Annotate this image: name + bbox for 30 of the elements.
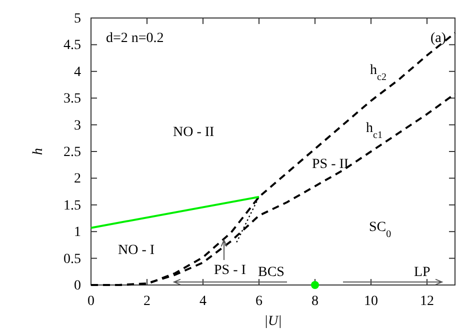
x-tick-label: 12 xyxy=(420,294,434,309)
x-tick-label: 0 xyxy=(88,294,94,309)
y-tick-label: 4.5 xyxy=(64,38,81,54)
y-tick-label: 3 xyxy=(74,118,81,134)
y-tick-label: 2.5 xyxy=(64,144,81,160)
series-label: h$_{c1}$ xyxy=(366,121,382,140)
annotation: NO - I xyxy=(118,243,155,258)
annotation: BCS xyxy=(258,265,284,280)
annotation: (a) xyxy=(430,31,446,46)
annotation: LP xyxy=(414,265,431,280)
x-tick-label: 10 xyxy=(364,294,378,309)
x-axis-title: |U| xyxy=(264,314,282,329)
x-tick-label: 4 xyxy=(200,294,206,309)
y-tick-label: 1.5 xyxy=(64,198,81,214)
y-tick-label: 0.5 xyxy=(64,252,81,267)
annotation: PS - I xyxy=(214,263,246,278)
y-tick-label: 0 xyxy=(74,278,81,294)
y-tick-label: 2 xyxy=(74,172,81,187)
x-tick-label: 6 xyxy=(256,294,262,309)
series-label: h$_{c2}$ xyxy=(370,63,386,82)
y-tick-label: 1 xyxy=(74,225,81,240)
y-tick-label: 4 xyxy=(74,64,81,80)
y-tick-label: 5 xyxy=(74,11,81,26)
x-tick-label: 2 xyxy=(144,294,150,309)
y-tick-label: 3.5 xyxy=(64,92,81,107)
annotation: d=2 n=0.2 xyxy=(106,31,164,46)
annotation: SC$_{0}$ xyxy=(369,220,392,240)
x-tick-label: 8 xyxy=(312,294,318,309)
annotation: NO - II xyxy=(173,125,215,140)
y-axis-title: h xyxy=(31,148,46,155)
